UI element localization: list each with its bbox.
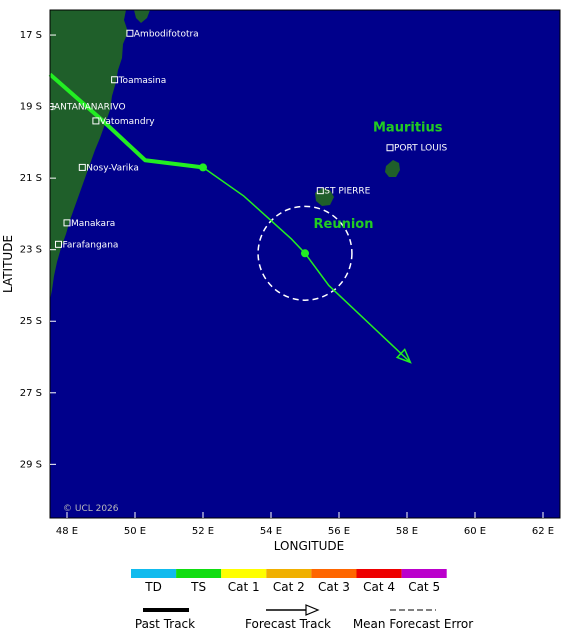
city-label: Nosy-Varika: [86, 163, 139, 173]
past-track-line: [48, 72, 204, 170]
legend-category-label: Cat 2: [273, 580, 305, 594]
x-tick-label: 58 E: [396, 526, 418, 537]
city-label: PORT LOUIS: [394, 144, 447, 154]
past-track-legend-label: Past Track: [135, 617, 195, 631]
y-tick-label: 21 S: [20, 173, 42, 184]
y-tick-label: 17 S: [20, 30, 42, 41]
storm-position-point: [199, 163, 207, 172]
x-tick-label: 52 E: [192, 526, 214, 537]
legend-category-label: Cat 3: [318, 580, 350, 594]
region-label: Mauritius: [373, 121, 443, 136]
city-label: Toamasina: [118, 76, 167, 86]
city-marker: [316, 187, 324, 195]
madagascar-land: [50, 10, 128, 300]
legend-category-swatch: [401, 569, 447, 578]
y-tick-label: 25 S: [20, 316, 42, 327]
x-tick-label: 62 E: [532, 526, 554, 537]
plot-frame: [49, 9, 561, 519]
legend-category-swatch: [176, 569, 222, 578]
x-tick-label: 60 E: [464, 526, 486, 537]
legend-category-swatch: [266, 569, 312, 578]
x-tick-label: 56 E: [328, 526, 350, 537]
legend-category-label: Cat 1: [228, 580, 260, 594]
legend-category-swatch: [311, 569, 357, 578]
city-label: Manakara: [71, 219, 115, 229]
city-marker: [111, 76, 119, 84]
region-label: Reunion: [314, 217, 374, 232]
city-marker: [386, 144, 394, 152]
city-marker: [92, 117, 100, 125]
x-tick-label: 48 E: [56, 526, 78, 537]
city-marker: [55, 240, 62, 248]
city-label: Ambodifototra: [134, 29, 199, 39]
mean-forecast-error-circle: [257, 205, 353, 301]
sainte-marie-island: [134, 10, 150, 23]
city-marker: [78, 163, 86, 171]
mean-error-legend-label: Mean Forecast Error: [353, 617, 473, 631]
city-marker: [63, 219, 71, 227]
storm-position-point: [301, 249, 309, 258]
city-label: ST PIERRE: [324, 187, 370, 197]
legend-category-swatch: [221, 569, 267, 578]
y-tick-label: 29 S: [20, 459, 42, 470]
legend-category-label: TD: [144, 580, 162, 594]
x-tick-label: 54 E: [260, 526, 282, 537]
forecast-track-legend-arrow: [305, 604, 320, 616]
legend-category-label: TS: [190, 580, 206, 594]
city-label: Farafangana: [63, 240, 119, 250]
legend-category-label: Cat 5: [408, 580, 440, 594]
legend-category-swatch: [131, 569, 177, 578]
legend-category-swatch: [356, 569, 402, 578]
legend-category-label: Cat 4: [363, 580, 395, 594]
city-marker: [126, 29, 134, 37]
mauritius-island: [385, 160, 400, 177]
city-label: Vatomandry: [100, 117, 155, 127]
forecast-track-legend-label: Forecast Track: [245, 617, 331, 631]
y-axis-title: LATITUDE: [1, 235, 15, 293]
forecast-arrow-head: [395, 348, 412, 364]
x-tick-label: 50 E: [124, 526, 146, 537]
copyright-label: © UCL 2026: [63, 504, 119, 514]
city-label: ANTANANARIVO: [54, 103, 126, 113]
y-tick-label: 19 S: [20, 102, 42, 113]
reunion-island: [315, 188, 334, 206]
ocean-area: [50, 10, 560, 518]
x-axis-title: LONGITUDE: [274, 539, 344, 553]
forecast-track-line: [202, 166, 411, 363]
y-tick-label: 23 S: [20, 245, 42, 256]
y-tick-label: 27 S: [20, 388, 42, 399]
